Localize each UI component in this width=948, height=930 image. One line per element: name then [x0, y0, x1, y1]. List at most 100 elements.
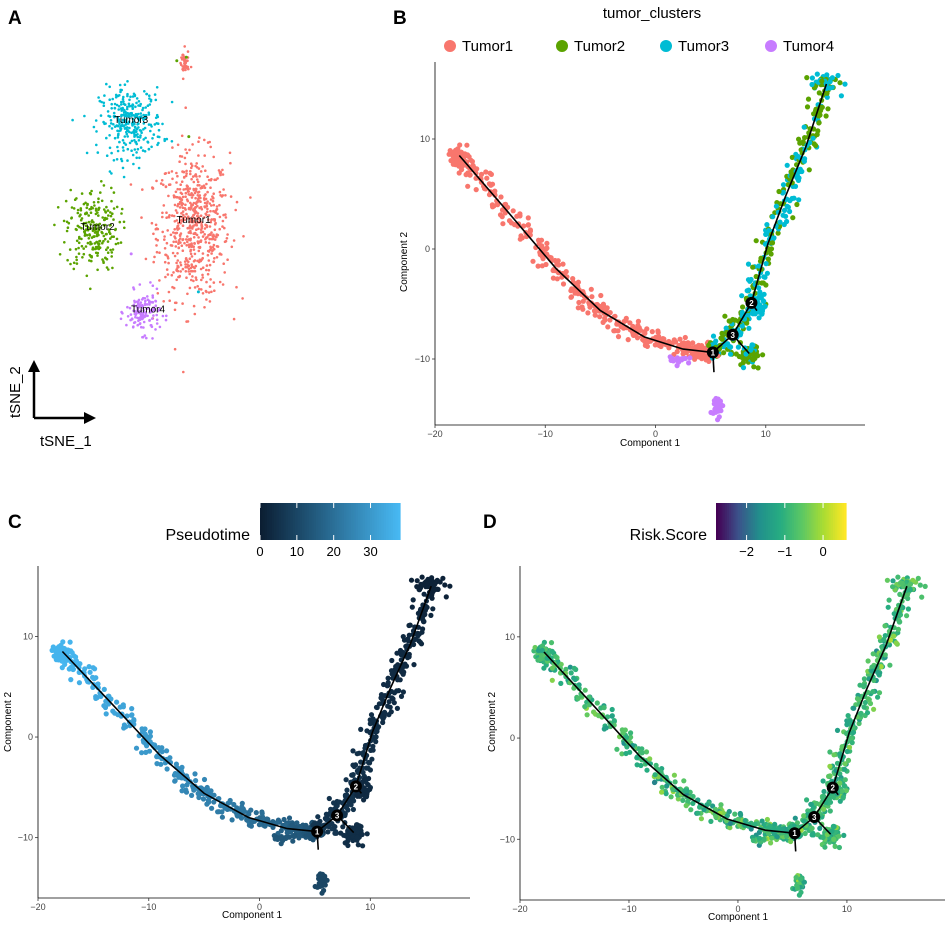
tsne-point-tumor1 — [205, 290, 208, 294]
tsne-point-tumor1 — [213, 219, 216, 222]
tsne-point-tumor1 — [201, 230, 205, 234]
tsne-point-tumor3 — [110, 172, 113, 175]
tsne-point-tumor3 — [155, 113, 159, 117]
tsne-point-tumor4 — [165, 314, 168, 318]
tsne-point-tumor1 — [212, 237, 215, 241]
tsne-point-tumor3 — [110, 107, 113, 110]
tsne-point-tumor1 — [162, 183, 165, 187]
tsne-point-tumor3 — [126, 147, 130, 151]
tsne-point-tumor1 — [215, 205, 219, 208]
tsne-point-tumor1 — [209, 278, 212, 281]
gD-point — [849, 740, 855, 746]
tsne-point-tumor2 — [80, 237, 83, 241]
tsne-point-tumor1 — [175, 219, 179, 222]
tsne-point-tumor1 — [218, 190, 222, 194]
tsne-point-tumor1 — [179, 232, 183, 235]
tsne-point-tumor1 — [173, 228, 176, 231]
gD-point — [765, 830, 772, 837]
tsne-point-tumor1 — [178, 206, 182, 209]
tsne-point-tumor3 — [130, 122, 134, 125]
tsne-point-tumor1 — [194, 276, 198, 279]
tsne-point-tumor1 — [193, 312, 197, 316]
tsne-point-tumor2 — [99, 226, 103, 229]
tsne-point-tumor3 — [133, 139, 136, 142]
tsne-point-tumor3 — [116, 145, 119, 149]
tsne-point-tumor1 — [199, 240, 203, 243]
tsne-point-tumor1 — [197, 249, 201, 253]
tsne-point-tumor1 — [197, 240, 201, 244]
tsne-point-tumor2 — [93, 204, 96, 207]
tsne-point-tumor2 — [79, 218, 83, 222]
tsne-point-tumor1 — [208, 202, 211, 205]
gD-point — [836, 844, 843, 851]
gD-point — [663, 791, 669, 797]
tsne-point-tumor1 — [218, 252, 222, 255]
tsne-point-tumor1 — [155, 250, 159, 254]
tsne-point-tumor1 — [210, 218, 213, 222]
tsne-point-tumor3 — [123, 83, 127, 86]
tsne-point-tumor3 — [154, 98, 158, 102]
tsne-point-tumor3 — [153, 123, 157, 126]
tsne-point-tumor3 — [95, 143, 98, 147]
tsne-point-tumor1 — [189, 237, 192, 241]
tsne-point-tumor1 — [209, 178, 213, 182]
gD-point — [808, 801, 814, 807]
tsne-point-tumor1 — [225, 237, 229, 240]
tsne-point-tumor3 — [152, 133, 156, 136]
tsne-point-tumor2 — [92, 248, 95, 251]
tsne-point-tumor3 — [133, 115, 137, 119]
tsne-point-tumor1 — [208, 263, 212, 267]
tsne-point-tumor1 — [183, 215, 187, 219]
gD-point — [887, 662, 893, 668]
tsne-point-tumor3 — [126, 80, 129, 83]
gD-point — [899, 580, 905, 587]
tsne-point-tumor1 — [199, 214, 203, 217]
gD-point — [541, 665, 547, 671]
tsne-point-tumor1 — [185, 172, 188, 175]
tsne-point-tumor1 — [175, 301, 178, 305]
gD-point — [652, 772, 658, 778]
tsne-point-tumor3 — [108, 85, 111, 89]
tsne-point-tumor3 — [121, 118, 125, 122]
tsne-point-tumor1 — [184, 257, 188, 260]
tsne-point-tumor1 — [167, 183, 171, 186]
tsne-point-tumor2 — [95, 246, 99, 249]
tsne-point-tumor1 — [159, 182, 163, 185]
tsne-point-tumor2 — [85, 233, 89, 237]
tsne-point-tumor1 — [176, 259, 180, 262]
tsne-point-tumor1 — [198, 258, 202, 262]
tsne-point-tumor2 — [75, 255, 78, 259]
tsne-point-tumor1 — [189, 169, 192, 173]
gD-point — [584, 712, 590, 718]
tsne-point-tumor1 — [193, 219, 196, 223]
gD-point — [876, 690, 883, 696]
tsne-point-tumor3 — [125, 118, 128, 122]
tsne-point-tumor1 — [182, 170, 186, 174]
tsne-point-tumor3 — [142, 138, 145, 141]
tsne-point-tumor2 — [97, 214, 100, 217]
tsne-point-tumor1 — [187, 243, 191, 246]
gD-branch-node-label: 1 — [792, 829, 797, 838]
tsne-point-tumor1 — [199, 196, 202, 200]
gD-point — [904, 592, 911, 598]
tsne-point-tumor2 — [86, 228, 90, 232]
tsne-point-tumor3 — [126, 105, 129, 109]
tsne-point-tumor1 — [206, 207, 209, 211]
tsne-point-tumor2 — [81, 255, 84, 259]
tsne-point-tumor2 — [104, 211, 108, 214]
gD-point — [904, 613, 910, 619]
tsne-point-tumor1 — [196, 217, 200, 220]
tsne-point-tumor1 — [175, 171, 178, 175]
tsne-point-tumor3 — [126, 135, 129, 138]
tsne-point-tumor3 — [117, 105, 121, 108]
tsne-point-tumor1 — [216, 177, 219, 180]
tsne-point-tumor3 — [131, 153, 135, 157]
tsne-point-tumor3 — [147, 123, 151, 126]
tsne-point-tumor1 — [183, 260, 187, 263]
tsne-point-tumor2 — [119, 241, 123, 244]
tsne-point-tumor2 — [78, 237, 81, 240]
tsne-point-tumor1 — [195, 175, 198, 178]
tsne-point-tumor1 — [168, 299, 171, 303]
tsne-point-tumor2 — [110, 235, 114, 238]
tsne-point-tumor2 — [110, 186, 113, 190]
